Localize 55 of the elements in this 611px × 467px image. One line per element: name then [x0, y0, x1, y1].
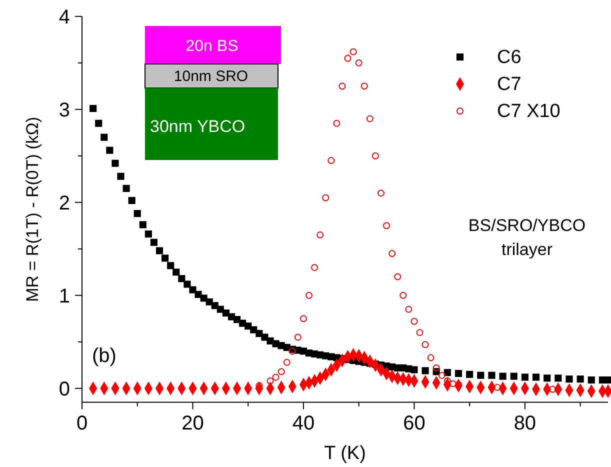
y-tick-label: 2 — [58, 192, 70, 214]
x-tick-label: 40 — [292, 412, 315, 434]
point — [316, 231, 324, 238]
point — [422, 341, 429, 348]
annotation: BS/SRO/YBCO — [468, 216, 586, 235]
annotation: 20n BS — [186, 38, 238, 55]
point — [350, 48, 357, 56]
point — [427, 354, 434, 362]
legend-label: C6 — [497, 47, 522, 68]
point — [394, 273, 402, 280]
y-tick-label: 1 — [58, 285, 70, 308]
point — [360, 82, 368, 90]
point — [283, 358, 290, 366]
point — [400, 292, 407, 299]
annotation: (b) — [92, 345, 116, 367]
point — [266, 377, 274, 384]
point — [355, 59, 362, 66]
point — [449, 380, 456, 388]
point — [383, 222, 390, 230]
point — [432, 364, 440, 372]
point — [410, 318, 418, 325]
point — [438, 372, 446, 379]
point — [405, 306, 412, 313]
point — [378, 190, 384, 197]
point — [311, 264, 318, 271]
point — [549, 386, 556, 393]
annotation: trilayer — [501, 240, 553, 259]
point — [333, 120, 340, 127]
y-tick-label: 3 — [58, 99, 70, 122]
point — [344, 54, 352, 62]
x-tick-label: 80 — [514, 412, 536, 434]
x-tick-label: 0 — [76, 412, 88, 434]
annotation: 10nm SRO — [174, 68, 248, 85]
point — [328, 157, 335, 164]
x-axis-title: T (K) — [324, 443, 366, 464]
point — [338, 82, 346, 90]
point — [416, 329, 424, 336]
y-tick-label: 0 — [58, 378, 70, 400]
point — [306, 292, 312, 299]
y-tick-label: 4 — [58, 6, 70, 28]
point — [372, 152, 379, 160]
point — [272, 374, 280, 381]
legend-label: C7 — [497, 74, 522, 95]
point — [300, 315, 307, 322]
y-axis-title: MR = R(1T) - R(0T) (kΩ) — [23, 116, 42, 302]
point — [278, 368, 285, 376]
x-tick-label: 20 — [182, 412, 204, 434]
point — [322, 194, 330, 202]
legend-label: C7 X10 — [497, 101, 560, 122]
point — [388, 250, 396, 257]
point — [494, 384, 501, 391]
point — [294, 334, 302, 341]
annotation: 30nm YBCO — [150, 117, 246, 136]
point — [366, 115, 374, 122]
x-tick-label: 60 — [403, 412, 426, 434]
